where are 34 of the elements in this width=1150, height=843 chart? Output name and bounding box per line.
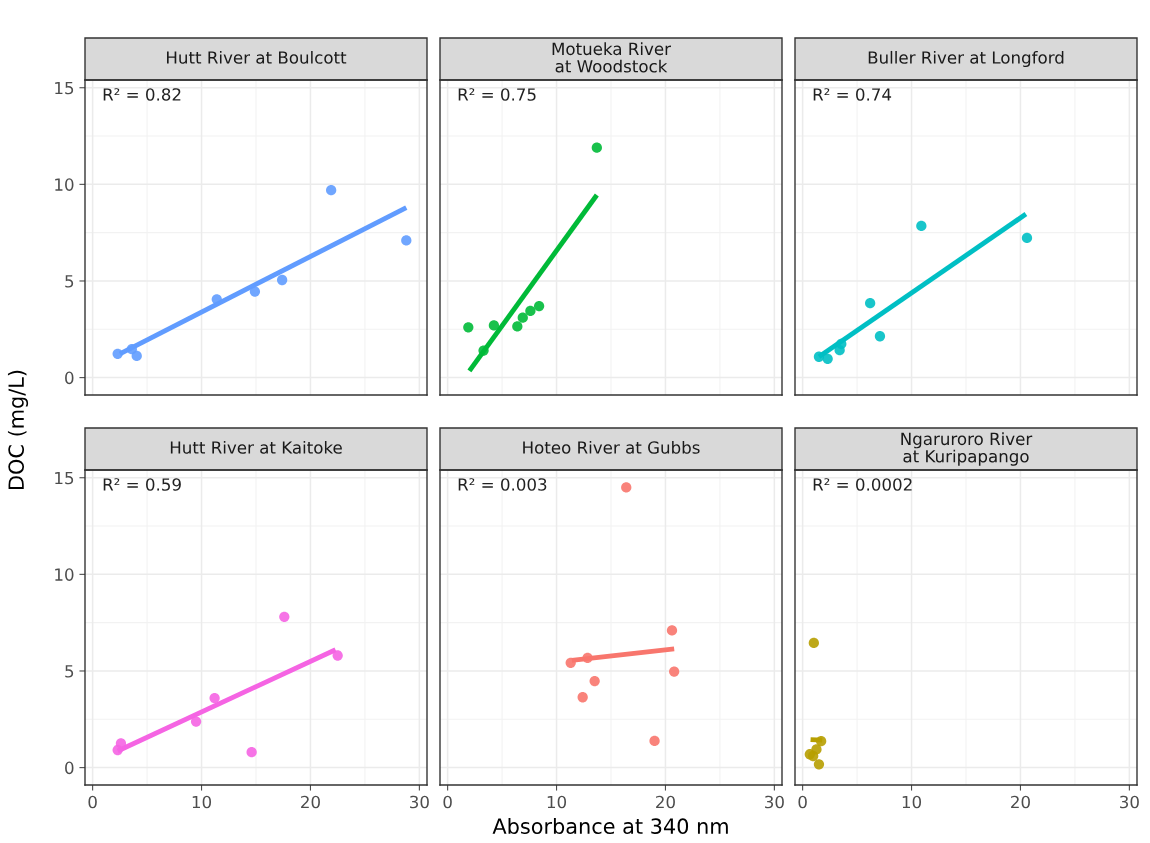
x-axis-title: Absorbance at 340 nm [492, 817, 728, 835]
chart-title: Hutt River at Kaitoke [170, 440, 342, 454]
x-tick-label: 20 [1011, 795, 1030, 809]
x-tick-label: 30 [765, 795, 784, 809]
y-tick-label: 15 [55, 81, 74, 95]
x-tick-label: 30 [1120, 795, 1139, 809]
chart-title: Hutt River at Boulcott [167, 50, 347, 64]
annotation: R² = 0.003 [458, 478, 547, 491]
chart-title: Hoteo River at Gubbs [523, 440, 700, 454]
y-tick-label: 0 [65, 371, 74, 385]
x-tick-label: 30 [410, 795, 429, 809]
annotation: R² = 0.0002 [813, 478, 912, 491]
x-tick-label: 0 [798, 795, 807, 809]
x-tick-label: 10 [902, 795, 922, 809]
y-axis-title: DOC (mg/L) [7, 370, 29, 489]
y-tick-label: 0 [65, 761, 74, 775]
x-tick-label: 20 [656, 795, 675, 809]
chart-title: Ngaruroro River at Kuripapango [901, 432, 1033, 466]
y-tick-label: 5 [65, 275, 74, 288]
y-tick-label: 10 [55, 178, 74, 191]
x-tick-label: 0 [88, 795, 97, 809]
annotation: R² = 0.75 [458, 88, 536, 101]
x-tick-label: 0 [443, 795, 452, 809]
y-tick-label: 5 [65, 665, 74, 678]
chart-title: Buller River at Longford [868, 50, 1064, 68]
x-tick-label: 10 [192, 795, 212, 809]
annotation: R² = 0.59 [103, 478, 181, 491]
chart-title: Motueka River at Woodstock [552, 42, 671, 73]
y-tick-label: 15 [55, 471, 74, 485]
x-tick-label: 10 [547, 795, 567, 809]
annotation: R² = 0.82 [103, 88, 181, 101]
y-tick-label: 10 [55, 568, 74, 581]
x-tick-label: 20 [301, 795, 320, 809]
annotation: R² = 0.74 [813, 88, 892, 101]
